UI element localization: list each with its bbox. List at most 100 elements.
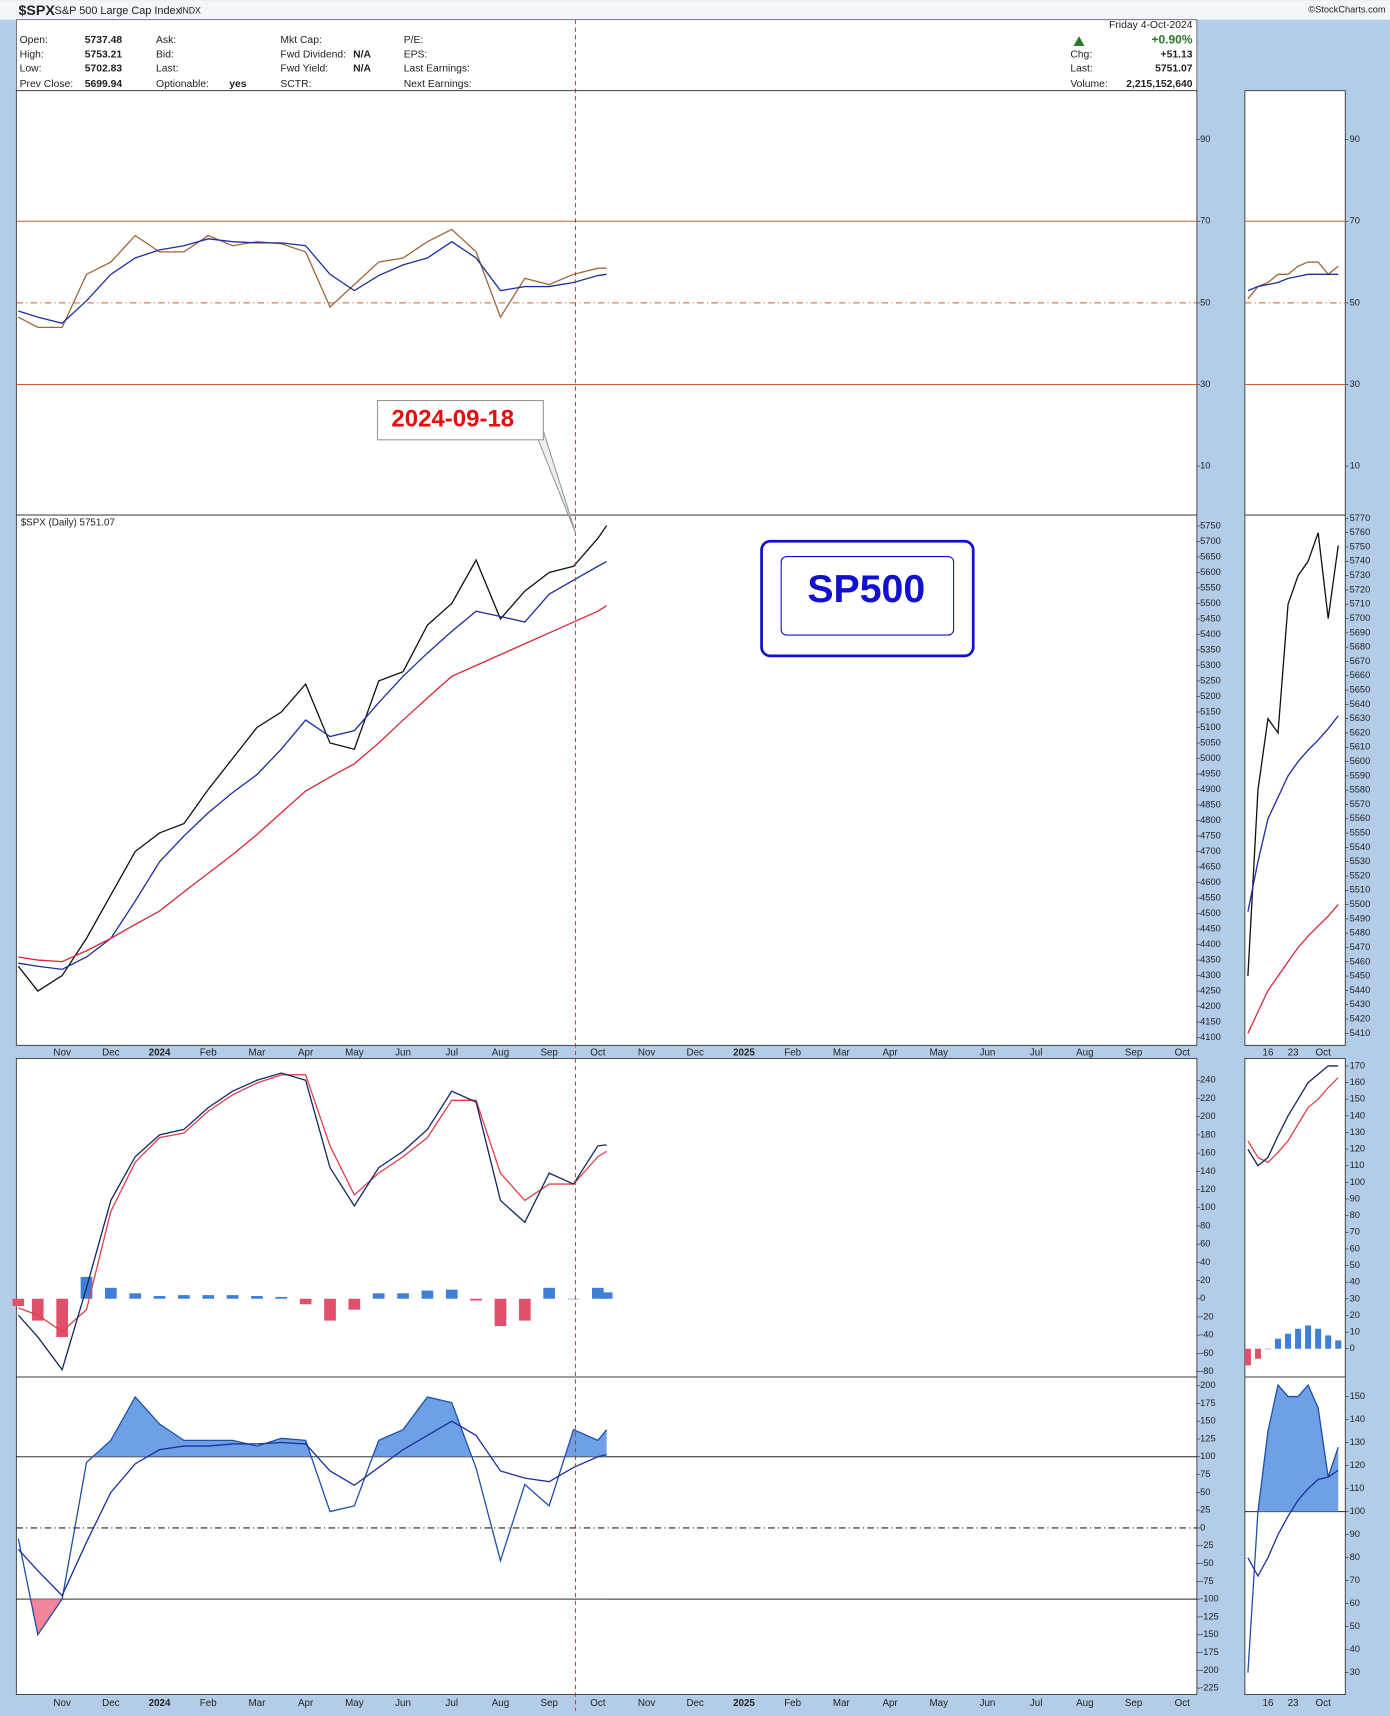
y-tick-label: 240 xyxy=(1200,1075,1215,1085)
histogram-bar xyxy=(1264,1348,1271,1350)
x-tick-label: May xyxy=(930,1048,949,1059)
y-tick-label: -225 xyxy=(1200,1683,1219,1693)
y-tick-label: 140 xyxy=(1200,1166,1215,1176)
y-tick-label: 4950 xyxy=(1200,768,1221,778)
y-tick-label: -60 xyxy=(1200,1348,1213,1358)
y-tick-label: 200 xyxy=(1200,1380,1215,1390)
y-tick-label: -100 xyxy=(1200,1594,1219,1604)
y-tick-label: 120 xyxy=(1200,1184,1215,1194)
y-tick-label: 120 xyxy=(1350,1144,1365,1154)
callout-box xyxy=(376,399,544,441)
x-tick-label: 2024 xyxy=(149,1698,171,1709)
y-tick-label: 200 xyxy=(1200,1111,1215,1121)
y-tick-label: 5600 xyxy=(1200,567,1221,577)
y-tick-label: 5100 xyxy=(1200,722,1221,732)
histogram-bar xyxy=(129,1293,142,1299)
x-tick-label: 16 xyxy=(1263,1698,1274,1709)
y-tick-label: 20 xyxy=(1350,1310,1360,1320)
y-tick-label: 100 xyxy=(1200,1451,1215,1461)
y-tick-label: 4500 xyxy=(1200,908,1221,918)
field-label: Fwd Yield: xyxy=(280,64,328,75)
y-tick-label: 30 xyxy=(1350,379,1360,389)
y-tick-label: 175 xyxy=(1200,1398,1215,1408)
x-tick-label: Dec xyxy=(687,1048,705,1059)
x-tick-label: Feb xyxy=(200,1698,217,1709)
field-label: Next Earnings: xyxy=(404,79,472,90)
y-tick-label: 5750 xyxy=(1350,541,1371,551)
series-line xyxy=(1247,1469,1339,1578)
histogram-bar xyxy=(1315,1328,1322,1349)
indicator-fill xyxy=(92,1396,607,1457)
y-tick-label: 5450 xyxy=(1200,613,1221,623)
y-tick-label: 5150 xyxy=(1200,706,1221,716)
y-tick-label: 5510 xyxy=(1350,885,1371,895)
y-tick-label: -40 xyxy=(1200,1330,1213,1340)
field-label: P/E: xyxy=(404,35,424,46)
histogram-bar xyxy=(178,1295,190,1299)
x-tick-label: Mar xyxy=(249,1048,267,1059)
series-line xyxy=(1247,1383,1339,1673)
field-label: SCTR: xyxy=(280,79,311,90)
x-tick-label: Nov xyxy=(638,1698,656,1709)
x-tick-label: Aug xyxy=(492,1048,509,1059)
histogram-bar xyxy=(202,1295,215,1299)
y-tick-label: 5450 xyxy=(1350,971,1371,981)
histogram-bar xyxy=(153,1296,166,1299)
x-tick-label: Mar xyxy=(249,1698,267,1709)
label-text: SP500 xyxy=(807,567,925,611)
field-label: Open: xyxy=(20,35,48,46)
y-tick-label: 5470 xyxy=(1350,942,1371,952)
x-tick-label: Jun xyxy=(980,1048,996,1059)
y-tick-label: 5420 xyxy=(1350,1013,1371,1023)
y-tick-label: -200 xyxy=(1200,1665,1219,1675)
histogram-bar xyxy=(600,1292,613,1299)
y-tick-label: 80 xyxy=(1200,1220,1210,1230)
y-tick-label: 5530 xyxy=(1350,856,1371,866)
y-tick-label: 5000 xyxy=(1200,753,1221,763)
y-tick-label: 160 xyxy=(1200,1148,1215,1158)
y-tick-label: 5610 xyxy=(1350,742,1371,752)
y-tick-label: 0 xyxy=(1350,1343,1355,1353)
field-value: 5753.21 xyxy=(85,49,123,60)
x-tick-label: Nov xyxy=(638,1048,656,1059)
quote-value: 5751.07 xyxy=(1155,64,1193,75)
y-tick-label: 5550 xyxy=(1200,582,1221,592)
y-tick-label: 40 xyxy=(1200,1257,1210,1267)
field-label: Bid: xyxy=(156,49,174,60)
y-tick-label: 50 xyxy=(1200,1487,1210,1497)
y-tick-label: 5350 xyxy=(1200,644,1221,654)
field-label: Prev Close: xyxy=(20,79,74,90)
series-line xyxy=(17,1395,608,1637)
field-value: 5737.48 xyxy=(85,35,123,46)
y-tick-label: 60 xyxy=(1350,1598,1360,1608)
y-tick-label: 4650 xyxy=(1200,861,1221,871)
x-tick-label: May xyxy=(930,1698,949,1709)
histogram-bar xyxy=(1285,1333,1292,1349)
label-box-inner xyxy=(780,556,955,636)
histogram-bar xyxy=(1305,1325,1312,1349)
y-tick-label: 5540 xyxy=(1350,842,1371,852)
x-tick-label: Mar xyxy=(833,1048,851,1059)
series-line xyxy=(18,1074,607,1333)
y-tick-label: 90 xyxy=(1350,1529,1360,1539)
histogram-bar xyxy=(397,1293,409,1299)
x-tick-label: Jul xyxy=(445,1048,458,1059)
y-tick-label: 90 xyxy=(1350,1193,1360,1203)
y-tick-label: 5410 xyxy=(1350,1028,1371,1038)
y-tick-label: 100 xyxy=(1350,1177,1365,1187)
y-tick-label: 70 xyxy=(1350,1227,1360,1237)
series-line xyxy=(1247,904,1339,1034)
y-tick-label: 4300 xyxy=(1200,970,1221,980)
x-tick-label: Aug xyxy=(1076,1698,1093,1709)
change-pct: +0.90% xyxy=(1151,33,1192,47)
y-tick-label: 90 xyxy=(1350,134,1360,144)
y-tick-label: 5690 xyxy=(1350,627,1371,637)
panel xyxy=(15,514,1198,1046)
panel xyxy=(15,1057,1198,1378)
x-tick-label: Oct xyxy=(590,1048,606,1059)
y-tick-label: 4400 xyxy=(1200,939,1221,949)
quote-value: +51.13 xyxy=(1161,49,1193,60)
y-tick-label: -80 xyxy=(1200,1366,1213,1376)
y-tick-label: 150 xyxy=(1350,1391,1365,1401)
quote-label: Chg: xyxy=(1070,49,1092,60)
